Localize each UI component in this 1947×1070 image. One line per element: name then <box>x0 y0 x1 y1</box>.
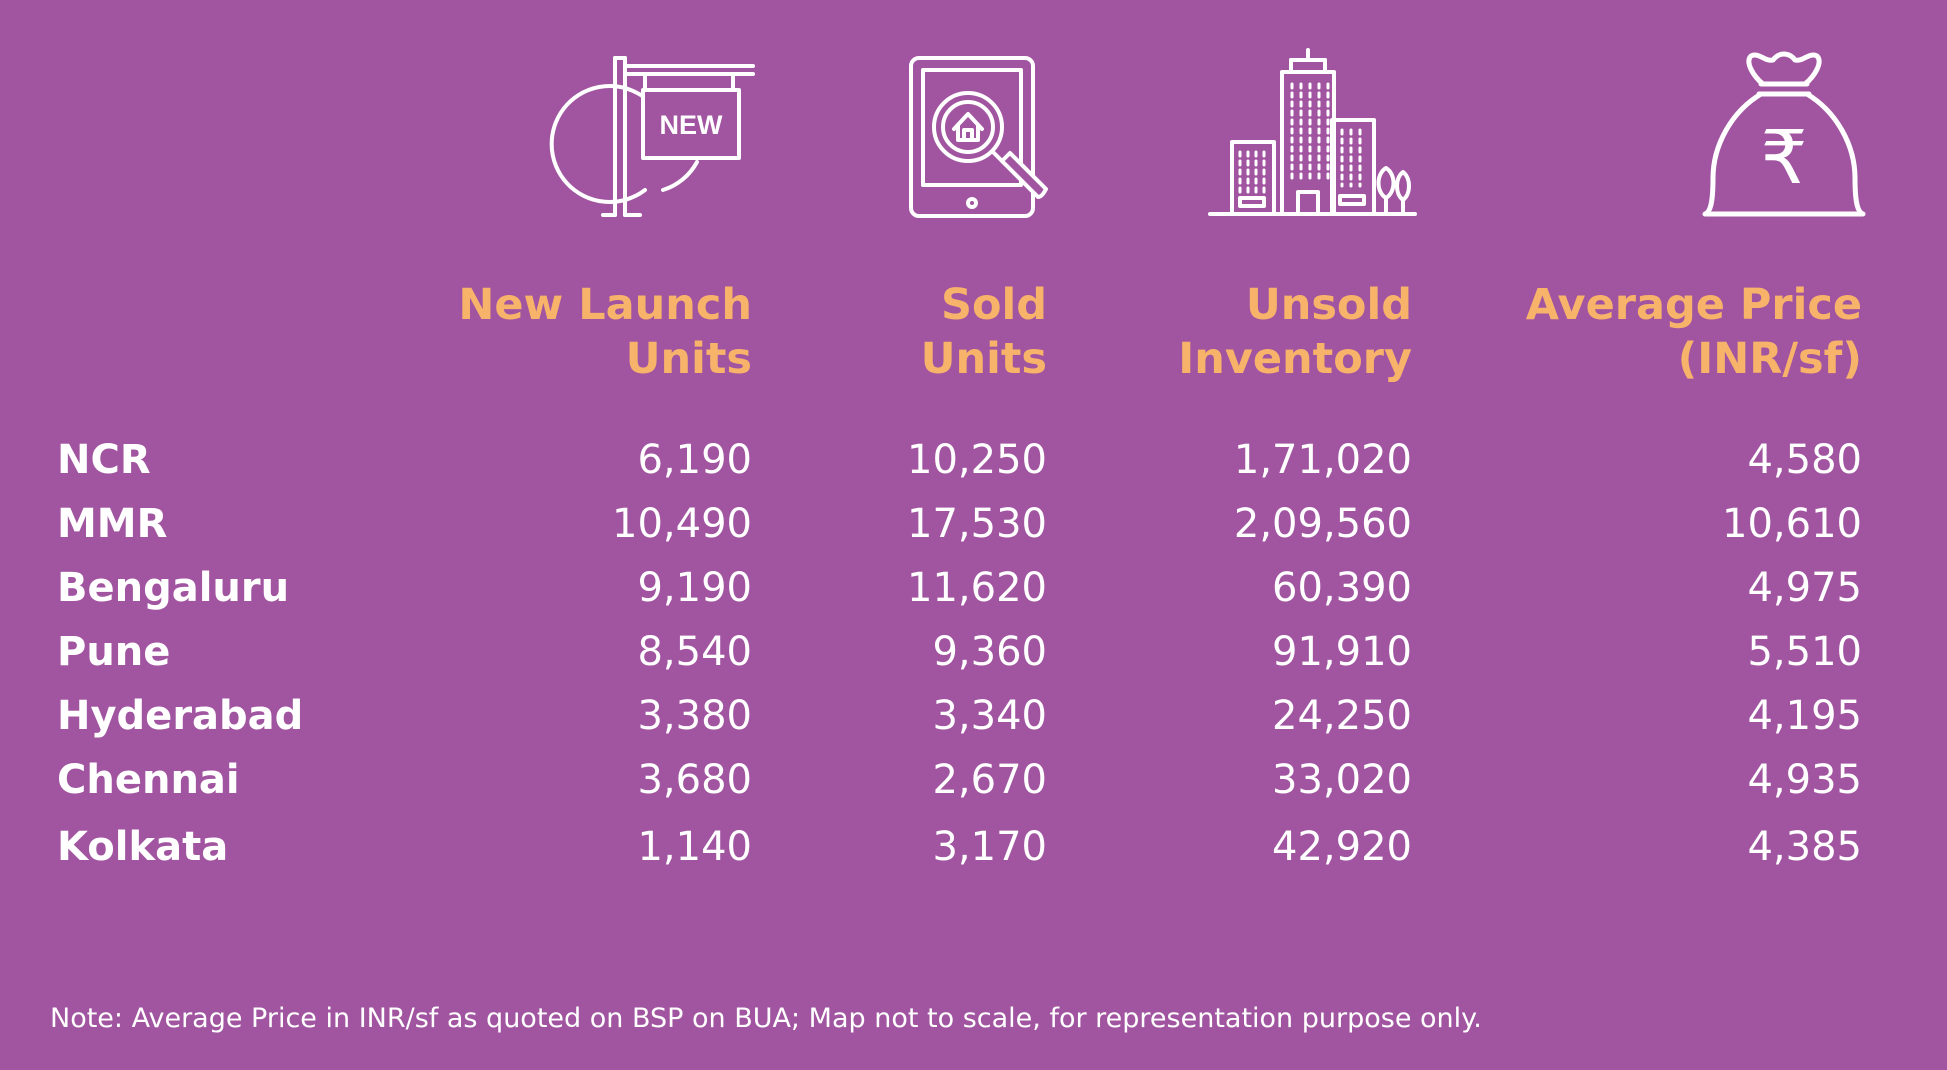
table-row: Kolkata 1,140 3,170 42,920 4,385 <box>0 815 1947 879</box>
avg-price-value: 5,510 <box>1747 629 1862 675</box>
unsold-value: 2,09,560 <box>1233 501 1412 547</box>
sold-value: 3,340 <box>932 693 1047 739</box>
sign-new-label: NEW <box>660 110 724 140</box>
unsold-value: 60,390 <box>1272 565 1412 611</box>
table-row: Pune 8,540 9,360 91,910 5,510 <box>0 620 1947 684</box>
unsold-value: 1,71,020 <box>1233 437 1412 483</box>
new-launch-value: 3,680 <box>637 757 752 803</box>
sold-value: 17,530 <box>907 501 1047 547</box>
footnote: Note: Average Price in INR/sf as quoted … <box>50 1003 1482 1034</box>
sold-value: 9,360 <box>932 629 1047 675</box>
new-launch-value: 1,140 <box>637 824 752 870</box>
unsold-value: 42,920 <box>1272 824 1412 870</box>
header-new-launch-units: New Launch Units <box>458 278 752 386</box>
header-line: Unsold <box>1245 280 1412 330</box>
header-line: Units <box>920 334 1047 384</box>
sold-value: 11,620 <box>907 565 1047 611</box>
avg-price-value: 4,195 <box>1747 693 1862 739</box>
header-average-price: Average Price (INR/sf) <box>1526 278 1862 386</box>
header-line: Average Price <box>1525 280 1862 330</box>
new-launch-value: 6,190 <box>637 437 752 483</box>
table-row: Chennai 3,680 2,670 33,020 4,935 <box>0 748 1947 812</box>
header-sold-units: Sold Units <box>921 278 1047 386</box>
unsold-value: 33,020 <box>1272 757 1412 803</box>
avg-price-value: 10,610 <box>1722 501 1862 547</box>
rupee-money-bag-icon: ₹ <box>1702 50 1866 220</box>
unsold-value: 91,910 <box>1272 629 1412 675</box>
tablet-house-search-icon <box>908 50 1050 220</box>
header-line: New Launch <box>458 280 752 330</box>
city-name: Chennai <box>57 757 240 803</box>
header-line: Sold <box>940 280 1047 330</box>
avg-price-value: 4,580 <box>1747 437 1862 483</box>
table-row: MMR 10,490 17,530 2,09,560 10,610 <box>0 492 1947 556</box>
new-launch-value: 8,540 <box>637 629 752 675</box>
sold-value: 2,670 <box>932 757 1047 803</box>
table-row: Bengaluru 9,190 11,620 60,390 4,975 <box>0 556 1947 620</box>
city-name: Kolkata <box>57 824 229 870</box>
avg-price-value: 4,975 <box>1747 565 1862 611</box>
city-name: NCR <box>57 437 151 483</box>
table-row: Hyderabad 3,380 3,340 24,250 4,195 <box>0 684 1947 748</box>
avg-price-value: 4,385 <box>1747 824 1862 870</box>
city-name: MMR <box>57 501 168 547</box>
header-line: Units <box>625 334 752 384</box>
new-launch-sign-icon: NEW <box>549 50 755 220</box>
sold-value: 3,170 <box>932 824 1047 870</box>
new-launch-value: 9,190 <box>637 565 752 611</box>
header-line: Inventory <box>1178 334 1412 384</box>
unsold-value: 24,250 <box>1272 693 1412 739</box>
new-launch-value: 10,490 <box>612 501 752 547</box>
rupee-symbol: ₹ <box>1760 115 1807 201</box>
table-row: NCR 6,190 10,250 1,71,020 4,580 <box>0 428 1947 492</box>
city-name: Hyderabad <box>57 693 304 739</box>
new-launch-value: 3,380 <box>637 693 752 739</box>
header-line: (INR/sf) <box>1677 334 1862 384</box>
buildings-icon <box>1208 48 1417 220</box>
city-name: Bengaluru <box>57 565 290 611</box>
sold-value: 10,250 <box>907 437 1047 483</box>
header-unsold-inventory: Unsold Inventory <box>1178 278 1412 386</box>
avg-price-value: 4,935 <box>1747 757 1862 803</box>
city-name: Pune <box>57 629 171 675</box>
